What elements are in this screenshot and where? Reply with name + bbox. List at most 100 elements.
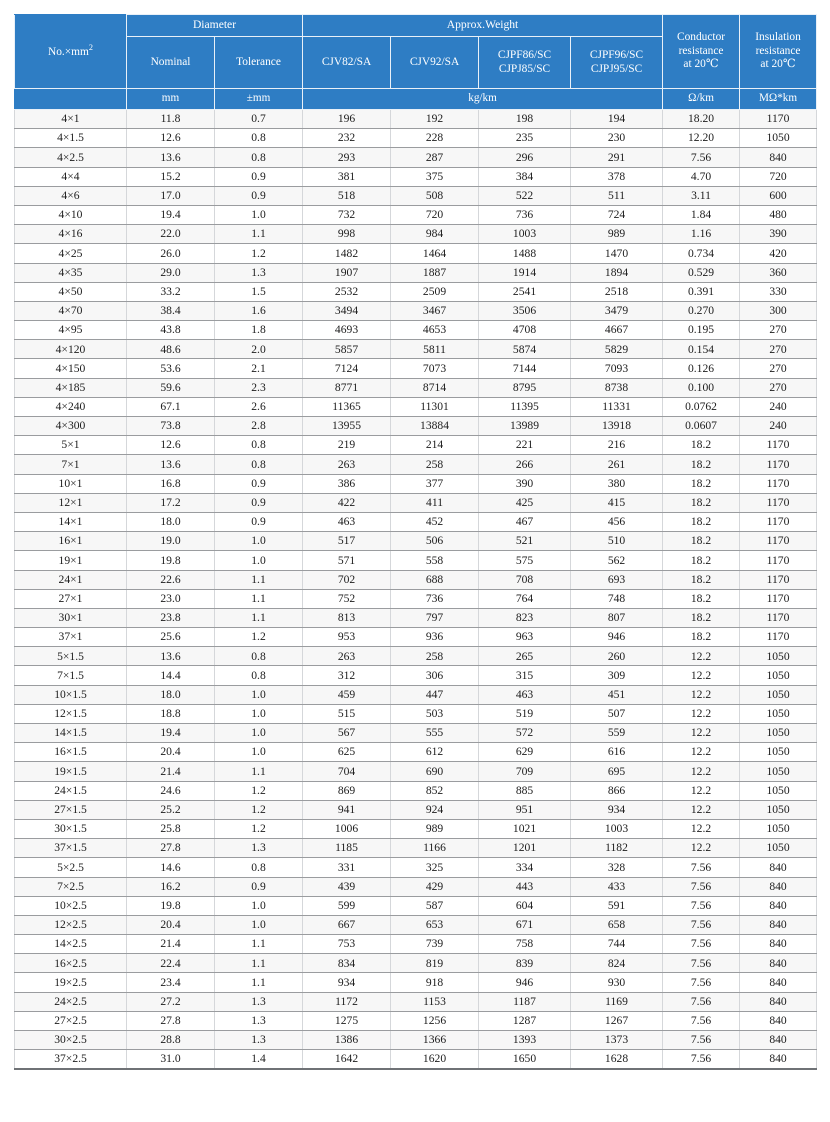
- cell-nominal-diameter: 27.8: [126, 838, 215, 859]
- cell-insulation-resistance: 840: [739, 147, 818, 168]
- header-cell-nominal: Nominal: [126, 36, 215, 89]
- table-body: 4×1 11.8 0.7 196 192 198 194 18.20 1170 4×1.5 12.6…: [14, 109, 818, 1070]
- cell-conductor-resistance: 0.154: [662, 339, 741, 360]
- cell-weight-cjpf96sc: 3479: [570, 301, 664, 322]
- cell-weight-cjpf86sc: 390: [478, 474, 572, 494]
- cell-weight-cjpf86sc: 604: [478, 896, 572, 916]
- cell-weight-cjv82sa: 386: [302, 474, 392, 494]
- cell-nominal-diameter: 29.0: [126, 263, 215, 283]
- header-subcolumn-row: Nominal Tolerance CJV82/SA CJV92/SA CJPF…: [15, 36, 817, 89]
- cell-weight-cjpf96sc: 380: [570, 474, 664, 494]
- cell-tolerance: 1.0: [214, 704, 304, 725]
- cell-size: 10×1: [14, 474, 127, 494]
- cell-insulation-resistance: 1050: [739, 128, 818, 149]
- cell-conductor-resistance: 7.56: [662, 934, 741, 955]
- cell-weight-cjv92sa: 2509: [390, 282, 480, 302]
- cell-weight-cjv82sa: 1482: [302, 243, 392, 264]
- cell-weight-cjpf96sc: 946: [570, 627, 664, 648]
- cell-weight-cjv92sa: 852: [390, 781, 480, 801]
- table-row: 24×2.5 27.2 1.3 1172 1153 1187 1169 7.56 840: [14, 992, 818, 1012]
- cell-weight-cjv92sa: 984: [390, 224, 480, 245]
- cell-weight-cjpf86sc: 1287: [478, 1011, 572, 1032]
- cell-weight-cjv82sa: 869: [302, 781, 392, 801]
- cell-weight-cjpf86sc: 1187: [478, 992, 572, 1012]
- cell-weight-cjpf86sc: 8795: [478, 378, 572, 398]
- cell-tolerance: 1.0: [214, 205, 304, 226]
- cell-nominal-diameter: 23.8: [126, 608, 215, 629]
- cell-weight-cjpf86sc: 736: [478, 205, 572, 226]
- cell-tolerance: 2.8: [214, 416, 304, 437]
- cell-weight-cjv92sa: 989: [390, 819, 480, 840]
- table-row: 4×95 43.8 1.8 4693 4653 4708 4667 0.195 270: [14, 320, 818, 341]
- cell-weight-cjv82sa: 13955: [302, 416, 392, 437]
- cell-nominal-diameter: 25.6: [126, 627, 215, 648]
- header-unit-insulation: MΩ*km: [739, 88, 818, 110]
- cell-nominal-diameter: 20.4: [126, 915, 215, 936]
- cell-nominal-diameter: 27.2: [126, 992, 215, 1012]
- cell-weight-cjpf96sc: 1470: [570, 243, 664, 264]
- conductor-line-1: Conductor: [676, 30, 726, 43]
- cell-conductor-resistance: 3.11: [662, 186, 741, 206]
- cell-weight-cjv92sa: 192: [390, 109, 480, 130]
- cell-nominal-diameter: 53.6: [126, 358, 215, 379]
- table-row: 4×240 67.1 2.6 11365 11301 11395 11331 0.0762 24…: [14, 397, 818, 418]
- cell-size: 19×2.5: [14, 972, 127, 993]
- cell-weight-cjv82sa: 463: [302, 512, 392, 533]
- cell-size: 4×6: [14, 186, 127, 206]
- cell-insulation-resistance: 1050: [739, 665, 818, 686]
- cell-insulation-resistance: 1050: [739, 819, 818, 840]
- cell-conductor-resistance: 7.56: [662, 857, 741, 878]
- cell-weight-cjv92sa: 918: [390, 972, 480, 993]
- cell-nominal-diameter: 23.4: [126, 972, 215, 993]
- cell-conductor-resistance: 12.2: [662, 704, 741, 725]
- table-row: 4×50 33.2 1.5 2532 2509 2541 2518 0.391 330: [14, 282, 818, 302]
- cell-weight-cjv82sa: 8771: [302, 378, 392, 398]
- cell-size: 10×1.5: [14, 685, 127, 705]
- cell-weight-cjv92sa: 1166: [390, 838, 480, 859]
- cjpf96-line-1: CJPF96/SC: [589, 48, 644, 61]
- table-row: 19×1 19.8 1.0 571 558 575 562 18.2 1170: [14, 550, 818, 571]
- cell-weight-cjpf96sc: 309: [570, 665, 664, 686]
- cell-weight-cjv92sa: 1256: [390, 1011, 480, 1032]
- cell-conductor-resistance: 12.20: [662, 128, 741, 149]
- cell-tolerance: 1.1: [214, 953, 304, 974]
- header-cell-weight-cjv92sa: CJV92/SA: [390, 36, 480, 89]
- cell-nominal-diameter: 28.8: [126, 1030, 215, 1051]
- cell-weight-cjv92sa: 720: [390, 205, 480, 226]
- cell-weight-cjv92sa: 411: [390, 493, 480, 513]
- cell-tolerance: 0.9: [214, 186, 304, 206]
- cell-tolerance: 1.2: [214, 800, 304, 820]
- cell-weight-cjpf86sc: 629: [478, 742, 572, 763]
- cell-weight-cjpf86sc: 671: [478, 915, 572, 936]
- cell-insulation-resistance: 270: [739, 358, 818, 379]
- cell-size: 12×1.5: [14, 704, 127, 725]
- cell-conductor-resistance: 7.56: [662, 1011, 741, 1032]
- cell-insulation-resistance: 1170: [739, 608, 818, 629]
- cell-nominal-diameter: 19.8: [126, 550, 215, 571]
- cell-tolerance: 1.2: [214, 819, 304, 840]
- cell-weight-cjv82sa: 1185: [302, 838, 392, 859]
- cell-conductor-resistance: 1.84: [662, 205, 741, 226]
- cell-tolerance: 1.2: [214, 781, 304, 801]
- cell-weight-cjpf86sc: 1650: [478, 1049, 572, 1070]
- cell-tolerance: 2.6: [214, 397, 304, 418]
- cell-weight-cjv82sa: 732: [302, 205, 392, 226]
- cell-nominal-diameter: 13.6: [126, 646, 215, 667]
- cell-tolerance: 1.2: [214, 627, 304, 648]
- table-row: 4×2.5 13.6 0.8 293 287 296 291 7.56 840: [14, 147, 818, 168]
- cell-size: 7×1.5: [14, 665, 127, 686]
- cell-insulation-resistance: 840: [739, 915, 818, 936]
- header-cell-tolerance: Tolerance: [213, 36, 304, 89]
- cell-weight-cjpf96sc: 744: [570, 934, 664, 955]
- cell-nominal-diameter: 31.0: [126, 1049, 215, 1070]
- cell-conductor-resistance: 12.2: [662, 723, 741, 744]
- cell-weight-cjpf96sc: 693: [570, 570, 664, 590]
- cell-nominal-diameter: 17.0: [126, 186, 215, 206]
- table-row: 7×1.5 14.4 0.8 312 306 315 309 12.2 1050: [14, 665, 818, 686]
- cell-weight-cjpf96sc: 616: [570, 742, 664, 763]
- cell-weight-cjv82sa: 667: [302, 915, 392, 936]
- cell-nominal-diameter: 16.8: [126, 474, 215, 494]
- cell-weight-cjv92sa: 13884: [390, 416, 480, 437]
- cell-conductor-resistance: 12.2: [662, 761, 741, 782]
- cell-size: 14×1.5: [14, 723, 127, 744]
